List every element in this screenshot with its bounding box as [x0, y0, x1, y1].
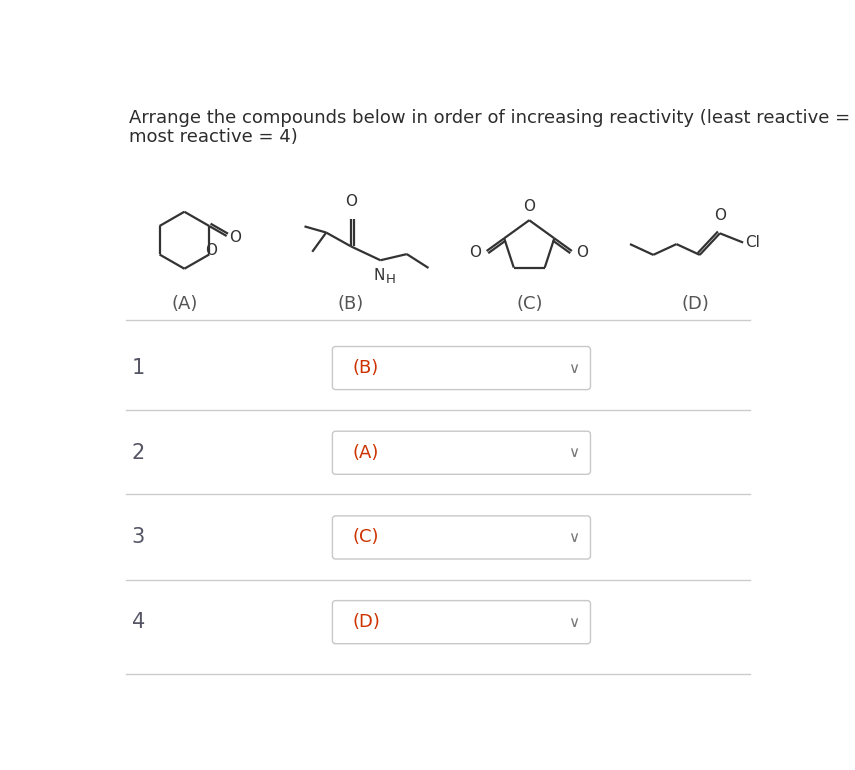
Text: (D): (D) [352, 613, 380, 631]
FancyBboxPatch shape [333, 516, 591, 559]
Text: 3: 3 [132, 527, 145, 547]
Text: (C): (C) [352, 528, 379, 547]
Text: O: O [714, 208, 726, 223]
Text: (C): (C) [516, 295, 543, 313]
Text: O: O [469, 246, 481, 260]
Text: Cl: Cl [745, 235, 759, 250]
Text: N: N [374, 268, 385, 283]
FancyBboxPatch shape [333, 431, 591, 474]
FancyBboxPatch shape [333, 601, 591, 644]
Text: (A): (A) [171, 295, 198, 313]
Text: 1: 1 [132, 358, 145, 378]
Text: most reactive = 4): most reactive = 4) [128, 128, 298, 146]
Text: Arrange the compounds below in order of increasing reactivity (least reactive = : Arrange the compounds below in order of … [128, 109, 855, 127]
Text: (A): (A) [352, 444, 379, 462]
Text: ∨: ∨ [568, 445, 579, 460]
Text: ∨: ∨ [568, 614, 579, 630]
FancyBboxPatch shape [333, 346, 591, 390]
Text: (B): (B) [338, 295, 364, 313]
Text: (B): (B) [352, 359, 379, 377]
Text: O: O [229, 229, 241, 245]
Text: ∨: ∨ [568, 360, 579, 376]
Text: O: O [523, 199, 535, 214]
Text: H: H [386, 273, 396, 286]
Text: 4: 4 [132, 612, 145, 632]
Text: ∨: ∨ [568, 530, 579, 545]
Text: (D): (D) [682, 295, 710, 313]
Text: 2: 2 [132, 443, 145, 463]
Text: O: O [205, 243, 217, 258]
Text: O: O [576, 246, 588, 260]
Text: O: O [345, 194, 357, 209]
